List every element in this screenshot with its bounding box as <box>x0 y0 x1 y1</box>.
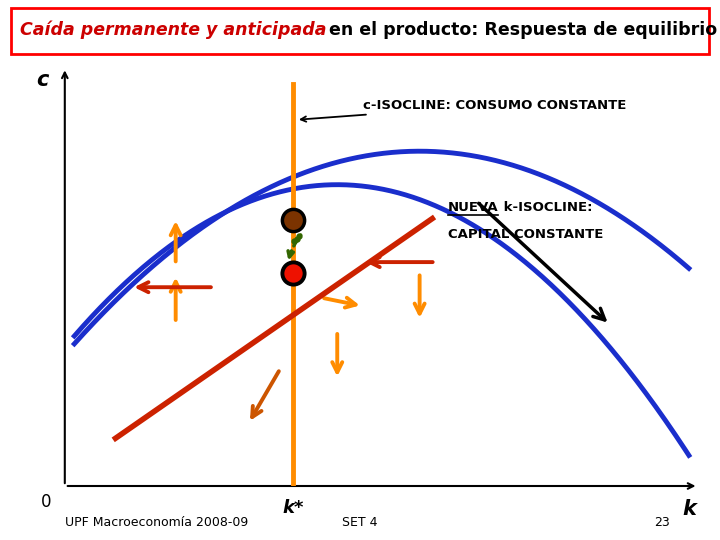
Text: Caída permanente y anticipada: Caída permanente y anticipada <box>20 21 326 39</box>
Text: UPF Macroeconomía 2008-09: UPF Macroeconomía 2008-09 <box>65 516 248 529</box>
Text: c: c <box>37 70 49 90</box>
Text: en el producto: Respuesta de equilibrio: en el producto: Respuesta de equilibrio <box>323 21 717 39</box>
Text: c-ISOCLINE: CONSUMO CONSTANTE: c-ISOCLINE: CONSUMO CONSTANTE <box>301 99 626 122</box>
Text: k*: k* <box>282 499 304 517</box>
Text: 0: 0 <box>40 493 51 511</box>
Text: k: k <box>682 499 696 519</box>
Text: CAPITAL CONSTANTE: CAPITAL CONSTANTE <box>448 228 603 241</box>
Text: 23: 23 <box>654 516 670 529</box>
Text: SET 4: SET 4 <box>342 516 378 529</box>
Text: k-ISOCLINE:: k-ISOCLINE: <box>499 201 593 214</box>
Text: NUEVA: NUEVA <box>448 201 499 214</box>
